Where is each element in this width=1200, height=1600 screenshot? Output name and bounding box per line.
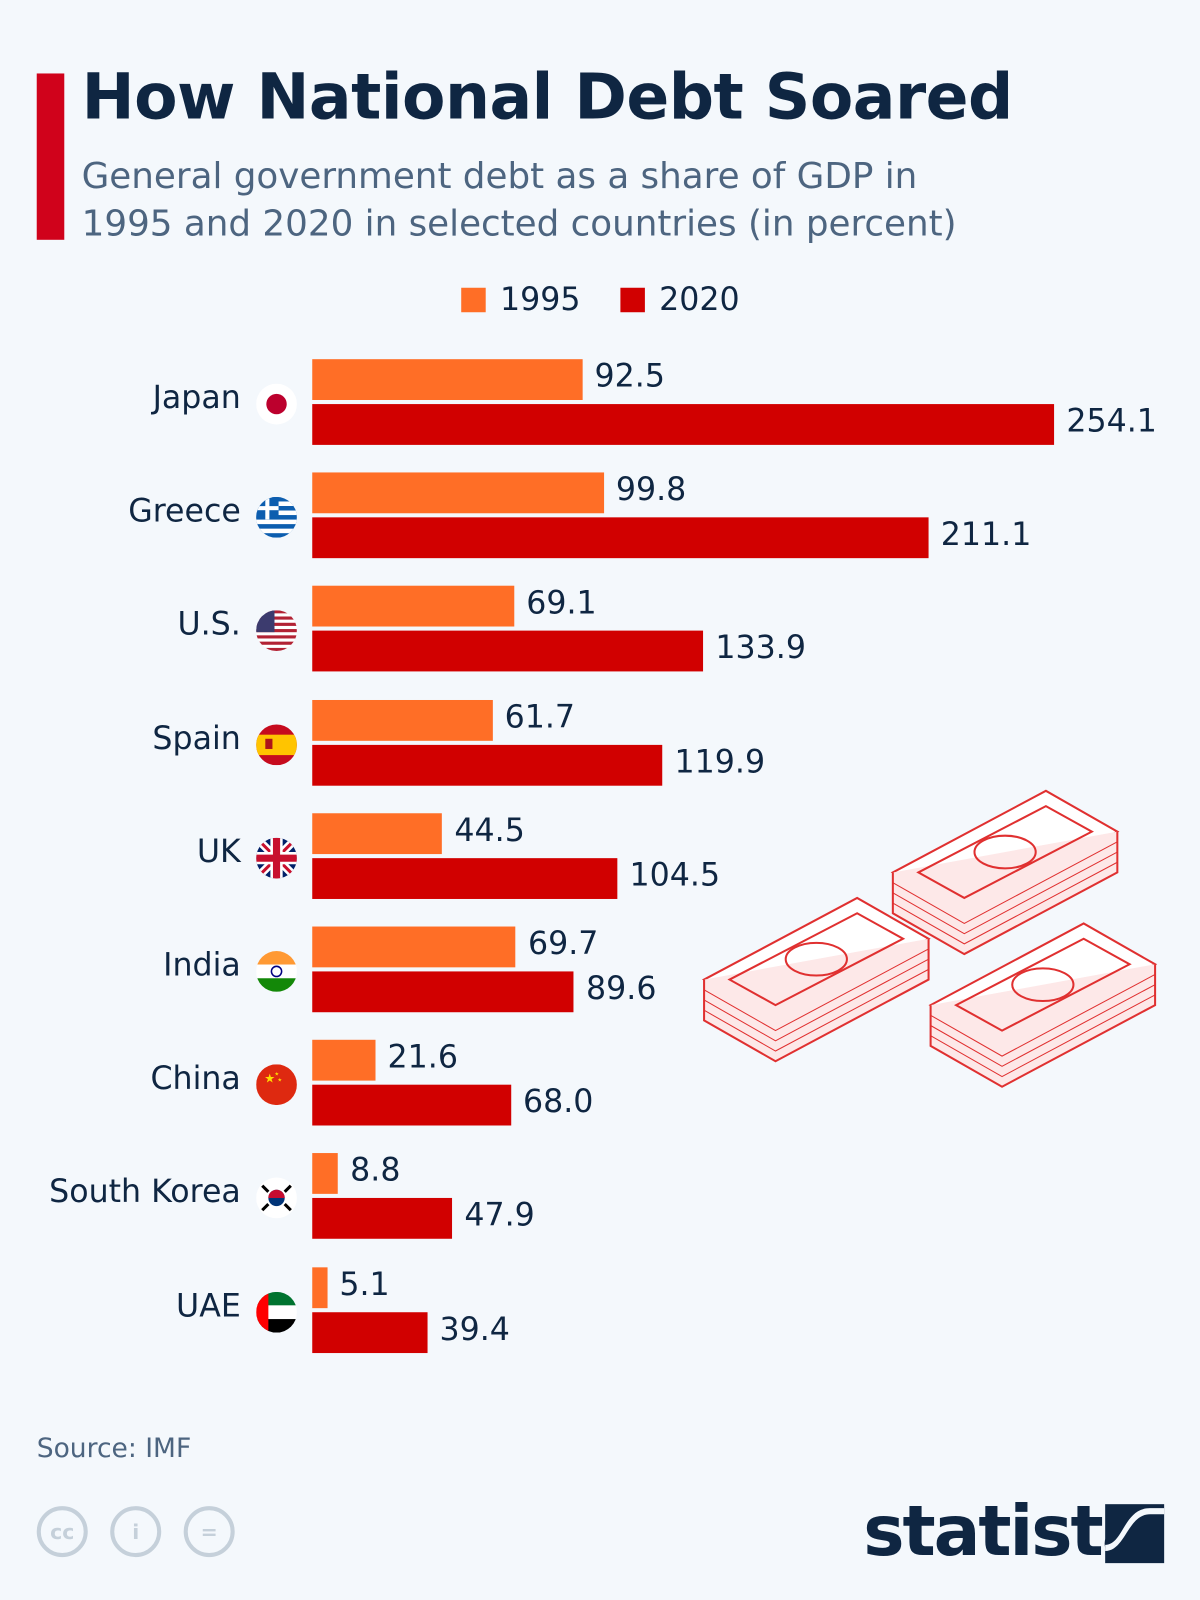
bar-japan-2020 <box>312 404 1055 445</box>
category-label-spain: Spain <box>152 719 241 757</box>
statista-logo-icon <box>1105 1504 1165 1564</box>
legend-item-2020: 2020 <box>620 281 740 319</box>
creative-commons-icon[interactable]: cc <box>36 1506 88 1558</box>
legend-label-2020: 2020 <box>659 281 740 319</box>
attribution-icon[interactable]: i <box>110 1506 162 1558</box>
chart-title: How National Debt Soared <box>81 59 1014 134</box>
bar-japan-1995 <box>312 359 583 400</box>
bar-spain-1995 <box>312 699 493 741</box>
category-label-india: India <box>163 946 241 984</box>
svg-text:★: ★ <box>278 1078 283 1084</box>
value-label-spain-2020: 119.9 <box>674 743 766 781</box>
svg-text:★: ★ <box>264 1072 275 1086</box>
category-label-japan: Japan <box>152 379 241 417</box>
category-label-south-korea: South Korea <box>49 1173 241 1211</box>
legend-label-1995: 1995 <box>499 281 581 319</box>
category-label-uae: UAE <box>176 1287 241 1325</box>
legend-item-1995: 1995 <box>461 281 581 319</box>
category-label-greece: Greece <box>128 493 241 530</box>
flag-icon-south-korea <box>256 1177 297 1219</box>
bar-uae-2020 <box>312 1311 428 1353</box>
category-label-u-s: U.S. <box>177 606 241 644</box>
bar-greece-1995 <box>312 472 604 514</box>
value-label-uae-1995: 5.1 <box>339 1265 390 1303</box>
bar-uk-1995 <box>312 813 443 854</box>
no-derivatives-icon[interactable]: = <box>183 1506 235 1558</box>
flag-icon-u-s <box>256 610 297 652</box>
value-label-japan-2020: 254.1 <box>1066 403 1157 440</box>
chart-subtitle: General government debt as a share of GD… <box>81 156 957 245</box>
bar-u-s-2020 <box>312 631 704 672</box>
title-accent-bar <box>36 73 65 240</box>
value-label-spain-1995: 61.7 <box>504 698 576 736</box>
bar-greece-2020 <box>312 517 929 559</box>
bar-south-korea-2020 <box>312 1198 453 1240</box>
bar-china-1995 <box>312 1039 376 1081</box>
svg-text:★: ★ <box>274 1072 279 1078</box>
category-label-uk: UK <box>196 833 241 871</box>
bar-india-1995 <box>312 926 516 968</box>
category-label-china: China <box>150 1060 241 1098</box>
bar-uae-1995 <box>312 1266 328 1308</box>
flag-icon-china: ★ ★ ★ <box>256 1064 297 1106</box>
value-label-uae-2020: 39.4 <box>439 1310 510 1348</box>
value-label-china-2020: 68.0 <box>523 1083 594 1121</box>
value-label-india-1995: 69.7 <box>527 925 599 963</box>
bar-spain-2020 <box>312 744 663 786</box>
value-label-greece-2020: 211.1 <box>940 516 1032 554</box>
flag-icon-japan <box>256 383 297 425</box>
money-stacks-illustration <box>701 789 1158 1088</box>
value-label-south-korea-1995: 8.8 <box>350 1152 401 1190</box>
bar-india-2020 <box>312 971 574 1013</box>
value-label-u-s-2020: 133.9 <box>715 629 806 667</box>
bar-china-2020 <box>312 1084 511 1126</box>
flag-icon-greece <box>256 497 297 538</box>
flag-icon-uk <box>256 837 297 879</box>
value-label-india-2020: 89.6 <box>586 970 657 1008</box>
value-label-greece-1995: 99.8 <box>615 471 687 509</box>
value-label-japan-1995: 92.5 <box>594 358 665 395</box>
flag-icon-spain <box>256 724 297 765</box>
value-label-uk-1995: 44.5 <box>454 812 525 849</box>
bar-uk-2020 <box>312 857 618 899</box>
source-note: Source: IMF <box>36 1433 192 1465</box>
legend-swatch-1995 <box>461 287 486 313</box>
value-label-south-korea-2020: 47.9 <box>464 1197 535 1235</box>
value-label-china-1995: 21.6 <box>387 1038 458 1076</box>
bar-u-s-1995 <box>312 586 514 627</box>
legend-swatch-2020 <box>620 287 645 313</box>
flag-icon-india <box>256 951 297 992</box>
bar-south-korea-1995 <box>312 1153 338 1195</box>
flag-icon-uae <box>256 1291 297 1333</box>
value-label-uk-2020: 104.5 <box>629 856 721 894</box>
value-label-u-s-1995: 69.1 <box>526 585 597 622</box>
statista-logo[interactable]: statista <box>863 1491 1148 1573</box>
